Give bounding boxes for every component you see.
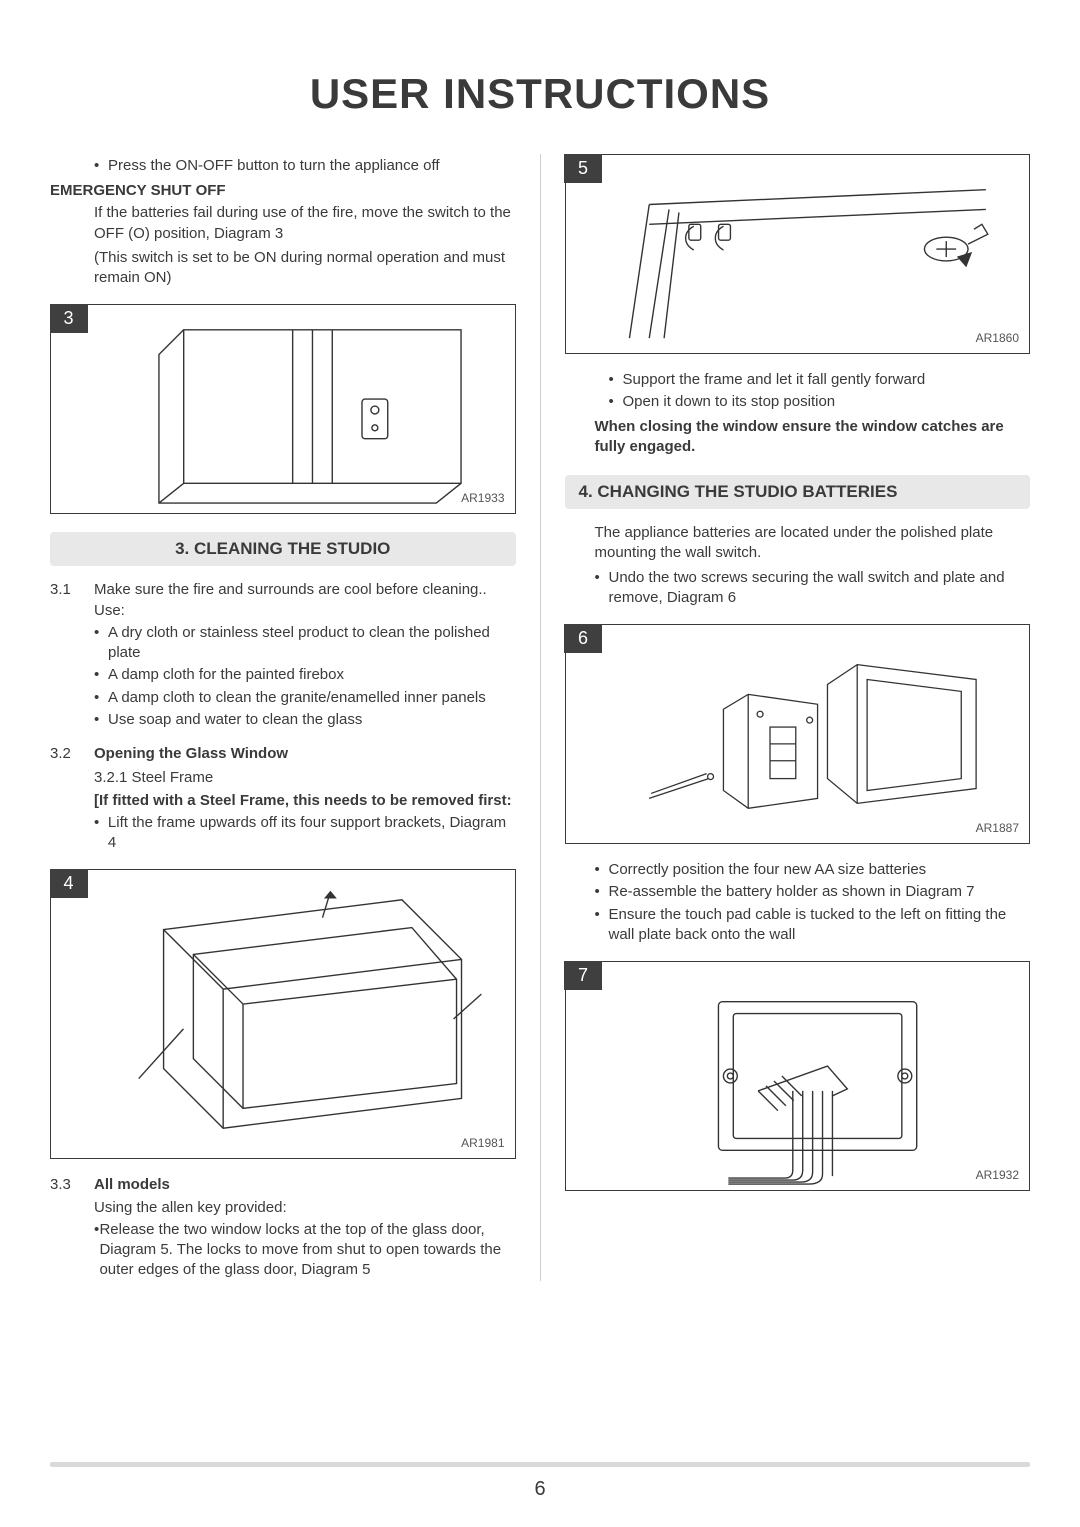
bullet-text: Undo the two screws securing the wall sw… <box>609 568 1031 609</box>
diagram-7-illustration <box>566 962 1030 1190</box>
bullet-text: Support the frame and let it fall gently… <box>623 370 926 390</box>
diagram-4-code: AR1981 <box>461 1136 504 1150</box>
emergency-p1: If the batteries fail during use of the … <box>94 203 516 244</box>
bullet-dot-icon: • <box>94 156 108 176</box>
num-3-1: 3.1 <box>50 580 94 621</box>
diagram-6: 6 AR1887 <box>565 624 1031 844</box>
s4-b3: •Re-assemble the battery holder as shown… <box>595 882 1031 902</box>
bullet-dot-icon: • <box>595 860 609 880</box>
diagram-6-tag: 6 <box>564 624 602 653</box>
diagram-7-tag: 7 <box>564 961 602 990</box>
left-column: • Press the ON-OFF button to turn the ap… <box>50 154 516 1281</box>
bullet-dot-icon: • <box>595 882 609 902</box>
bullet-text: Ensure the touch pad cable is tucked to … <box>609 905 1031 946</box>
bullet-dot-icon: • <box>94 665 108 685</box>
bullet-dot-icon: • <box>94 710 108 730</box>
diagram-5: 5 AR1860 <box>565 154 1031 354</box>
section-3-2: 3.2 Opening the Glass Window 3.2.1 Steel… <box>50 744 516 853</box>
diagram-6-illustration <box>566 625 1030 843</box>
two-column-layout: • Press the ON-OFF button to turn the ap… <box>50 154 1030 1281</box>
s32-note: [If fitted with a Steel Frame, this need… <box>94 791 516 811</box>
s32-sub: 3.2.1 Steel Frame <box>94 768 516 788</box>
diagram-3: 3 AR1933 <box>50 304 516 514</box>
footer-rule <box>50 1462 1030 1467</box>
bullet-text: Open it down to its stop position <box>623 392 836 412</box>
bullet-dot-icon: • <box>94 623 108 664</box>
bullet-text: A damp cloth for the painted firebox <box>108 665 344 685</box>
s4-lead: The appliance batteries are located unde… <box>595 523 1031 564</box>
bullet-dot-icon: • <box>94 688 108 708</box>
diagram-3-tag: 3 <box>50 304 88 333</box>
diagram-5-code: AR1860 <box>976 331 1019 345</box>
bullet-text: Use soap and water to clean the glass <box>108 710 362 730</box>
bullet-text: Correctly position the four new AA size … <box>609 860 927 880</box>
page-number: 6 <box>0 1478 1080 1501</box>
column-divider <box>540 154 541 1281</box>
closing-note: When closing the window ensure the windo… <box>595 417 1031 458</box>
diagram-6-code: AR1887 <box>976 821 1019 835</box>
emergency-heading: EMERGENCY SHUT OFF <box>50 182 516 199</box>
diagram-4-illustration <box>51 870 515 1158</box>
diagram-3-illustration <box>51 305 515 513</box>
page-title: USER INSTRUCTIONS <box>50 70 1030 118</box>
s31-use: Use: <box>94 601 516 621</box>
diagram-7: 7 <box>565 961 1031 1191</box>
s31-b3: •A damp cloth to clean the granite/ename… <box>94 688 516 708</box>
diagram-7-code: AR1932 <box>976 1168 1019 1182</box>
bullet-text: A dry cloth or stainless steel product t… <box>108 623 516 664</box>
num-3-2: 3.2 <box>50 744 94 853</box>
diagram-5-illustration <box>566 155 1030 353</box>
bullet-dot-icon: • <box>94 813 108 854</box>
right-column: 5 AR1860 <box>565 154 1031 1281</box>
s33-title: All models <box>94 1175 516 1195</box>
r-b2: •Open it down to its stop position <box>609 392 1031 412</box>
bullet-dot-icon: • <box>595 568 609 609</box>
bullet-dot-icon: • <box>609 370 623 390</box>
s31-b4: •Use soap and water to clean the glass <box>94 710 516 730</box>
r-b1: •Support the frame and let it fall gentl… <box>609 370 1031 390</box>
s31-lead: Make sure the fire and surrounds are coo… <box>94 580 516 600</box>
s33-lead: Using the allen key provided: <box>94 1198 516 1218</box>
diagram-3-code: AR1933 <box>461 491 504 505</box>
bullet-on-off: • Press the ON-OFF button to turn the ap… <box>94 156 516 176</box>
s4-b2: •Correctly position the four new AA size… <box>595 860 1031 880</box>
s31-b1: •A dry cloth or stainless steel product … <box>94 623 516 664</box>
s32-title: Opening the Glass Window <box>94 744 516 764</box>
bullet-text: Re-assemble the battery holder as shown … <box>609 882 975 902</box>
s31-b2: •A damp cloth for the painted firebox <box>94 665 516 685</box>
s33-b1: Release the two window locks at the top … <box>99 1220 515 1281</box>
section-3-3: 3.3 All models Using the allen key provi… <box>50 1175 516 1280</box>
bullet-dot-icon: • <box>595 905 609 946</box>
bullet-dot-icon: • <box>609 392 623 412</box>
section-3-1: 3.1 Make sure the fire and surrounds are… <box>50 580 516 621</box>
section-4-banner: 4. CHANGING THE STUDIO BATTERIES <box>565 475 1031 509</box>
s4-b4: •Ensure the touch pad cable is tucked to… <box>595 905 1031 946</box>
bullet-text: A damp cloth to clean the granite/enamel… <box>108 688 486 708</box>
s4-b1: •Undo the two screws securing the wall s… <box>595 568 1031 609</box>
num-3-3: 3.3 <box>50 1175 94 1280</box>
section-3-banner: 3. CLEANING THE STUDIO <box>50 532 516 566</box>
diagram-5-tag: 5 <box>564 154 602 183</box>
diagram-4-tag: 4 <box>50 869 88 898</box>
bullet-text: Press the ON-OFF button to turn the appl… <box>108 156 440 176</box>
s32-b1: Lift the frame upwards off its four supp… <box>108 813 516 854</box>
emergency-p2: (This switch is set to be ON during norm… <box>94 248 516 289</box>
diagram-4: 4 AR1981 <box>50 869 516 1159</box>
